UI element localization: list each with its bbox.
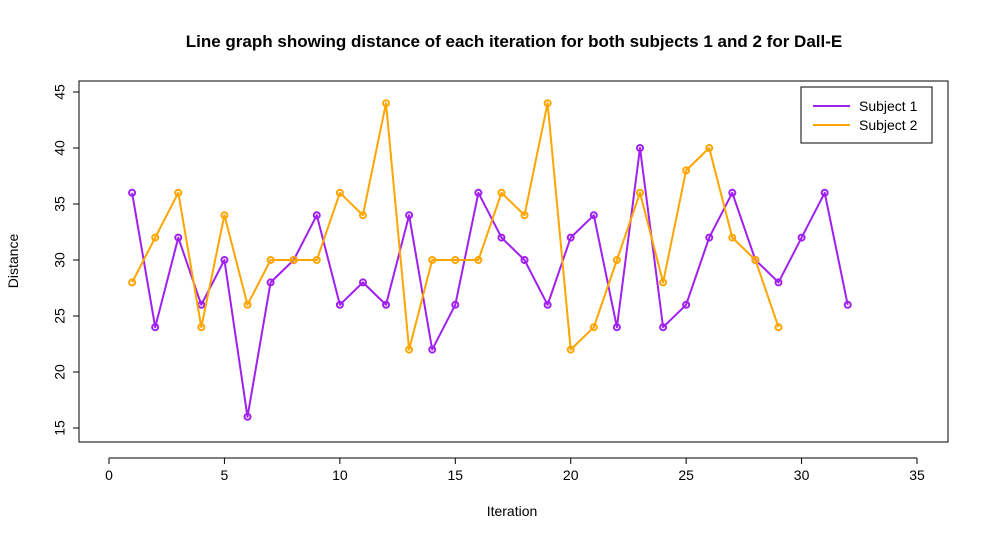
- y-tick-label: 20: [52, 364, 68, 380]
- y-axis: 15 20 25 30 35 40 45: [52, 84, 80, 436]
- y-tick-label: 25: [52, 308, 68, 324]
- data-point: [497, 188, 506, 197]
- y-tick-label: 35: [52, 196, 68, 212]
- x-tick-label: 15: [447, 467, 463, 483]
- y-tick-label: 15: [52, 420, 68, 436]
- data-point: [382, 99, 391, 108]
- x-tick-label: 35: [909, 467, 925, 483]
- legend-box: [800, 86, 933, 144]
- data-point: [728, 233, 737, 242]
- x-axis: 0 5 10 15 20 25 30 35: [105, 457, 925, 483]
- y-axis-label: Distance: [5, 234, 21, 289]
- x-tick-label: 25: [678, 467, 694, 483]
- x-tick-label: 10: [332, 467, 348, 483]
- data-point: [266, 256, 275, 264]
- data-point: [289, 256, 298, 264]
- chart-title: Line graph showing distance of each iter…: [186, 32, 842, 51]
- data-point: [405, 345, 414, 354]
- data-point: [312, 211, 321, 220]
- data-point: [774, 278, 783, 287]
- data-point: [151, 323, 160, 332]
- data-point: [428, 345, 437, 354]
- data-point: [335, 188, 344, 197]
- x-tick-label: 0: [105, 467, 113, 483]
- data-point: [589, 211, 598, 220]
- data-point: [220, 256, 229, 264]
- series-line: [131, 147, 849, 418]
- data-point: [151, 233, 160, 242]
- series-layer: [128, 99, 852, 421]
- data-point: [751, 256, 760, 264]
- data-point: [266, 278, 275, 287]
- data-point: [705, 144, 714, 152]
- x-axis-label: Iteration: [487, 503, 538, 519]
- data-point: [128, 188, 137, 197]
- data-point: [682, 166, 691, 175]
- data-point: [612, 256, 621, 264]
- y-tick-label: 40: [52, 140, 68, 156]
- y-tick-label: 30: [52, 252, 68, 268]
- data-point: [520, 211, 529, 220]
- legend-label: Subject 1: [859, 98, 918, 114]
- data-point: [705, 233, 714, 242]
- legend-label: Subject 2: [859, 117, 918, 133]
- data-point: [174, 233, 183, 242]
- x-tick-label: 20: [563, 467, 579, 483]
- data-point: [174, 188, 183, 197]
- data-point: [405, 211, 414, 220]
- data-point: [797, 233, 806, 242]
- data-point: [197, 323, 206, 332]
- data-point: [566, 345, 575, 354]
- data-point: [243, 412, 252, 421]
- x-tick-label: 30: [794, 467, 810, 483]
- legend: Subject 1 Subject 2: [800, 86, 933, 144]
- data-point: [543, 300, 552, 309]
- data-point: [843, 300, 852, 309]
- data-point: [335, 300, 344, 309]
- data-point: [612, 323, 621, 332]
- data-point: [728, 188, 737, 197]
- data-point: [474, 188, 483, 197]
- data-point: [589, 323, 598, 332]
- data-point: [659, 323, 668, 332]
- series-2: [128, 99, 783, 354]
- y-tick-label: 45: [52, 84, 68, 100]
- data-point: [243, 300, 252, 309]
- data-point: [659, 278, 668, 287]
- data-point: [566, 233, 575, 242]
- data-point: [820, 188, 829, 197]
- data-point: [382, 300, 391, 309]
- series-1: [128, 144, 852, 421]
- data-point: [635, 188, 644, 197]
- data-point: [358, 211, 367, 220]
- data-point: [220, 211, 229, 220]
- data-point: [774, 323, 783, 332]
- data-point: [312, 256, 321, 264]
- data-point: [358, 278, 367, 287]
- data-point: [474, 256, 483, 264]
- data-point: [543, 99, 552, 108]
- data-point: [520, 256, 529, 264]
- data-point: [451, 300, 460, 309]
- data-point: [682, 300, 691, 309]
- data-point: [497, 233, 506, 242]
- series-line: [131, 102, 780, 351]
- data-point: [128, 278, 137, 287]
- data-point: [635, 144, 644, 152]
- data-point: [451, 256, 460, 264]
- x-tick-label: 5: [221, 467, 229, 483]
- data-point: [428, 256, 437, 264]
